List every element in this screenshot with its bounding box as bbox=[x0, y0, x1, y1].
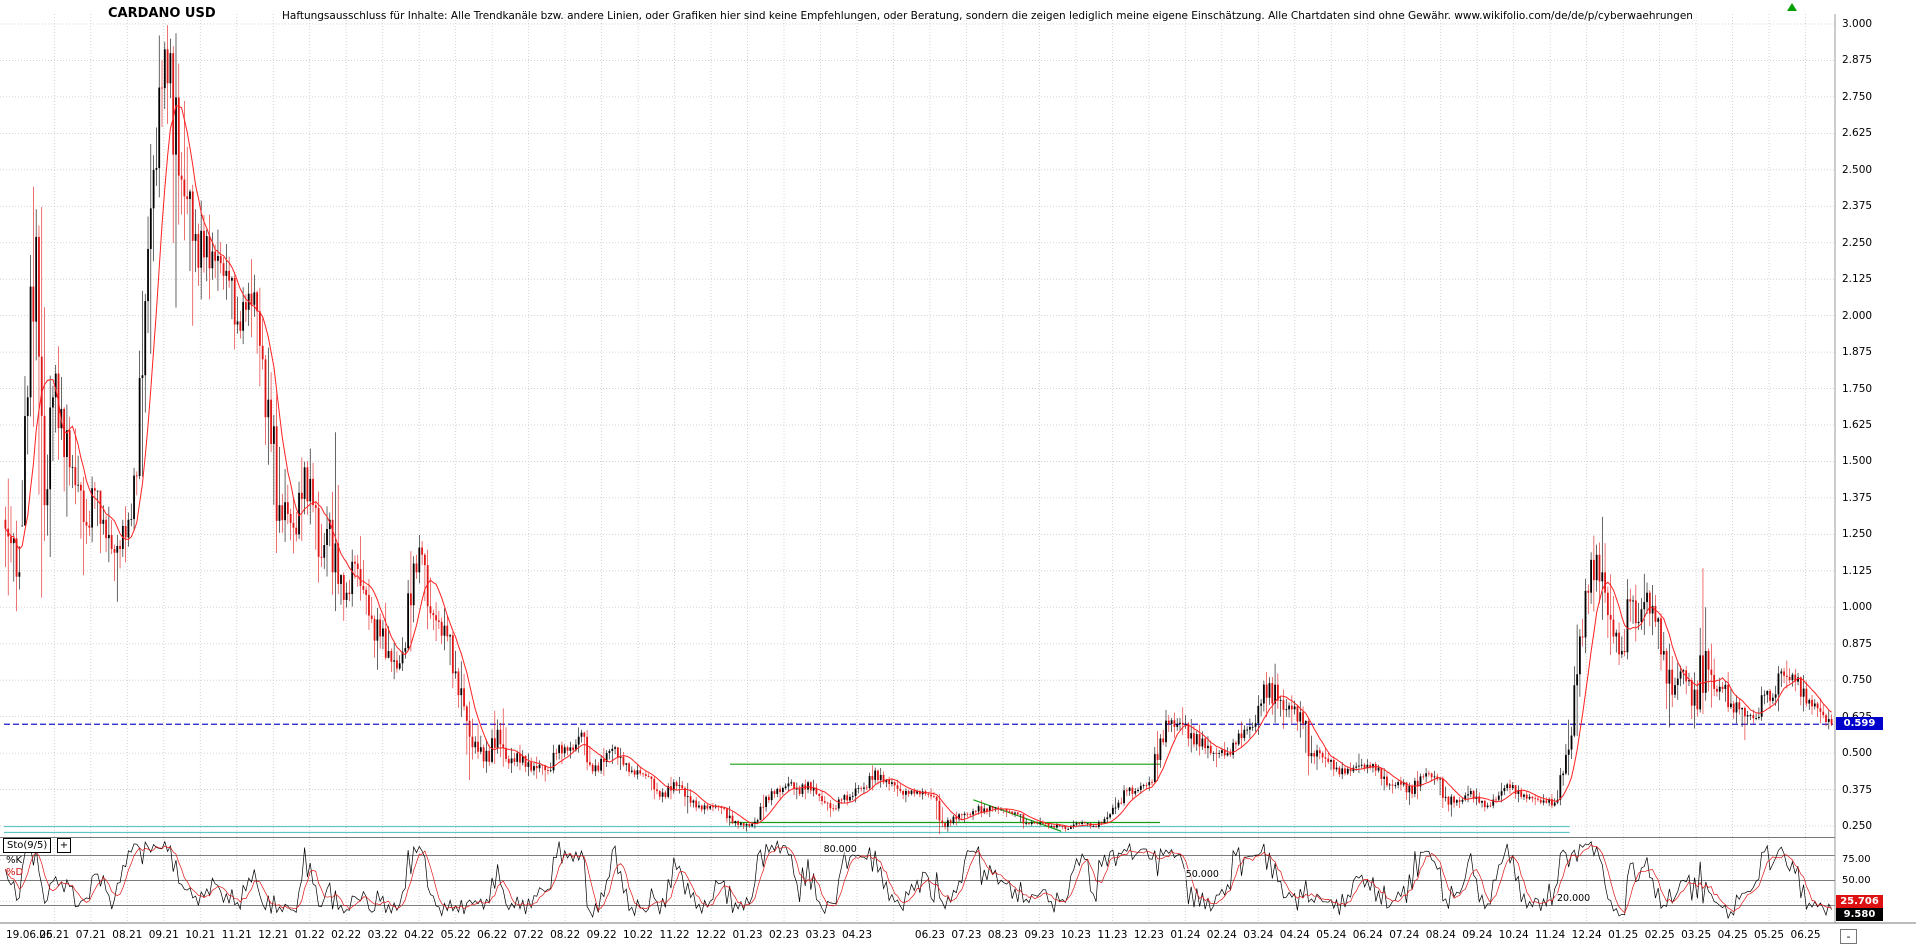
candlestick-layer bbox=[4, 25, 1833, 835]
time-axis-label: 03.23 bbox=[805, 929, 836, 941]
time-axis-label: 06.22 bbox=[477, 929, 508, 941]
time-axis-label: 10.21 bbox=[185, 929, 216, 941]
price-axis-label: 1.500 bbox=[1842, 455, 1873, 468]
time-axis-label: 08.23 bbox=[987, 929, 1018, 941]
time-axis-label: 08.24 bbox=[1425, 929, 1456, 941]
time-axis-label: 01.22 bbox=[294, 929, 325, 941]
time-axis-label: 04.24 bbox=[1279, 929, 1310, 941]
time-axis-label: 07.22 bbox=[513, 929, 544, 941]
time-axis-label: 09.23 bbox=[1024, 929, 1055, 941]
time-axis-label: 03.25 bbox=[1681, 929, 1712, 941]
time-axis-label: 05.22 bbox=[440, 929, 471, 941]
time-axis-label: 06.23 bbox=[914, 929, 945, 941]
last-price-marker: 0.599 bbox=[1836, 717, 1883, 731]
time-axis-label: 01.23 bbox=[732, 929, 763, 941]
time-axis-label: 02.22 bbox=[331, 929, 362, 941]
price-axis-label: 1.750 bbox=[1842, 382, 1873, 395]
time-axis-label: 01.24 bbox=[1170, 929, 1201, 941]
price-axis-label: 1.250 bbox=[1842, 528, 1873, 541]
time-axis-label: 06.24 bbox=[1352, 929, 1383, 941]
time-axis-label: 04.25 bbox=[1717, 929, 1748, 941]
time-axis-label: 10.22 bbox=[623, 929, 654, 941]
price-axis-label: 1.000 bbox=[1842, 601, 1873, 614]
price-axis-label: 2.500 bbox=[1842, 163, 1873, 176]
price-axis-label: 0.500 bbox=[1842, 747, 1873, 760]
price-axis-label: 0.375 bbox=[1842, 783, 1873, 796]
time-axis-label: 11.23 bbox=[1097, 929, 1128, 941]
time-axis-label: 02.24 bbox=[1206, 929, 1237, 941]
time-axis-label: 04.23 bbox=[841, 929, 873, 941]
time-axis-label: 12.24 bbox=[1571, 929, 1602, 941]
time-axis-label: 03.22 bbox=[367, 929, 398, 941]
time-axis-label: 09.24 bbox=[1462, 929, 1493, 941]
time-axis-label: 06.25 bbox=[1790, 929, 1821, 941]
price-axis-label: 1.125 bbox=[1842, 564, 1873, 577]
disclaimer-text: Haftungsausschluss für Inhalte: Alle Tre… bbox=[282, 10, 1693, 22]
time-axis-label: 01.25 bbox=[1608, 929, 1639, 941]
time-axis-label: 07.24 bbox=[1389, 929, 1420, 941]
time-axis-label: 04.22 bbox=[404, 929, 435, 941]
down-trendline bbox=[973, 799, 1062, 832]
time-axis-label: 07.23 bbox=[951, 929, 982, 941]
time-axis-label: 12.23 bbox=[1133, 929, 1164, 941]
price-axis-label: 2.875 bbox=[1842, 54, 1873, 67]
moving-average-layer bbox=[4, 105, 1832, 828]
add-indicator-button[interactable]: + bbox=[57, 838, 71, 853]
zoom-out-button[interactable]: - bbox=[1840, 929, 1857, 944]
time-axis-label: 12.21 bbox=[258, 929, 289, 941]
time-axis-label: 12.22 bbox=[696, 929, 727, 941]
price-axis-label: 2.375 bbox=[1842, 200, 1873, 213]
chart-title: CARDANO USD bbox=[108, 6, 216, 21]
price-axis-label: 3.000 bbox=[1842, 18, 1873, 30]
time-axis-label: 08.22 bbox=[550, 929, 581, 941]
time-axis-label: 02.25 bbox=[1644, 929, 1675, 941]
time-axis-label: 07.21 bbox=[75, 929, 106, 941]
price-axis-label: 1.625 bbox=[1842, 419, 1873, 431]
stochastic-k-legend: %K bbox=[6, 855, 23, 866]
time-axis-label: 05.25 bbox=[1754, 929, 1785, 941]
price-axis-label: 0.250 bbox=[1842, 820, 1873, 832]
indicator-level-label: 80.000 bbox=[821, 843, 859, 855]
time-axis-label: 05.24 bbox=[1316, 929, 1347, 941]
indicator-axis-label: 50.00 bbox=[1842, 874, 1871, 886]
price-axis-label: 0.750 bbox=[1842, 674, 1873, 687]
time-axis-label: 10.23 bbox=[1060, 929, 1091, 941]
panel-borders-layer bbox=[0, 14, 1916, 924]
price-axis-label: 1.875 bbox=[1842, 346, 1873, 359]
axis-start-date-label: 19.06.25 bbox=[6, 929, 53, 941]
stochastic-d-legend: %D bbox=[6, 867, 24, 878]
price-axis-label: 2.625 bbox=[1842, 127, 1873, 140]
price-axis-label: 2.250 bbox=[1842, 236, 1873, 249]
price-axis-label: 2.750 bbox=[1842, 90, 1873, 103]
time-axis-label: 11.21 bbox=[221, 929, 252, 941]
latest-value-arrow-icon[interactable] bbox=[1787, 3, 1797, 11]
stochastic-layer bbox=[0, 839, 1835, 920]
time-axis-label: 03.24 bbox=[1243, 929, 1274, 941]
time-axis-label: 11.24 bbox=[1535, 929, 1566, 941]
stochastic-d-value-marker: 25.706 bbox=[1836, 894, 1883, 908]
indicator-level-label: 20.000 bbox=[1554, 893, 1593, 905]
indicator-level-label: 50.000 bbox=[1183, 868, 1221, 880]
indicator-name-label[interactable]: Sto(9/5) bbox=[3, 838, 52, 853]
price-axis-label: 2.125 bbox=[1842, 273, 1873, 286]
indicator-axis-label: 75.00 bbox=[1842, 853, 1871, 865]
time-axis-label: 11.22 bbox=[659, 929, 690, 941]
time-axis-label: 08.21 bbox=[112, 929, 143, 941]
annotation-lines-layer bbox=[4, 723, 1833, 833]
time-axis-label: 09.22 bbox=[586, 929, 617, 941]
price-axis-label: 2.000 bbox=[1842, 309, 1873, 322]
stochastic-k-value-marker: 9.580 bbox=[1836, 908, 1883, 922]
time-axis-label: 09.21 bbox=[148, 929, 179, 941]
time-axis-label: 02.23 bbox=[768, 929, 800, 941]
time-axis-label: 06.21 bbox=[39, 929, 70, 941]
price-axis-label: 0.875 bbox=[1842, 637, 1873, 650]
price-axis-label: 1.375 bbox=[1842, 491, 1873, 504]
time-axis-label: 10.24 bbox=[1498, 929, 1529, 941]
